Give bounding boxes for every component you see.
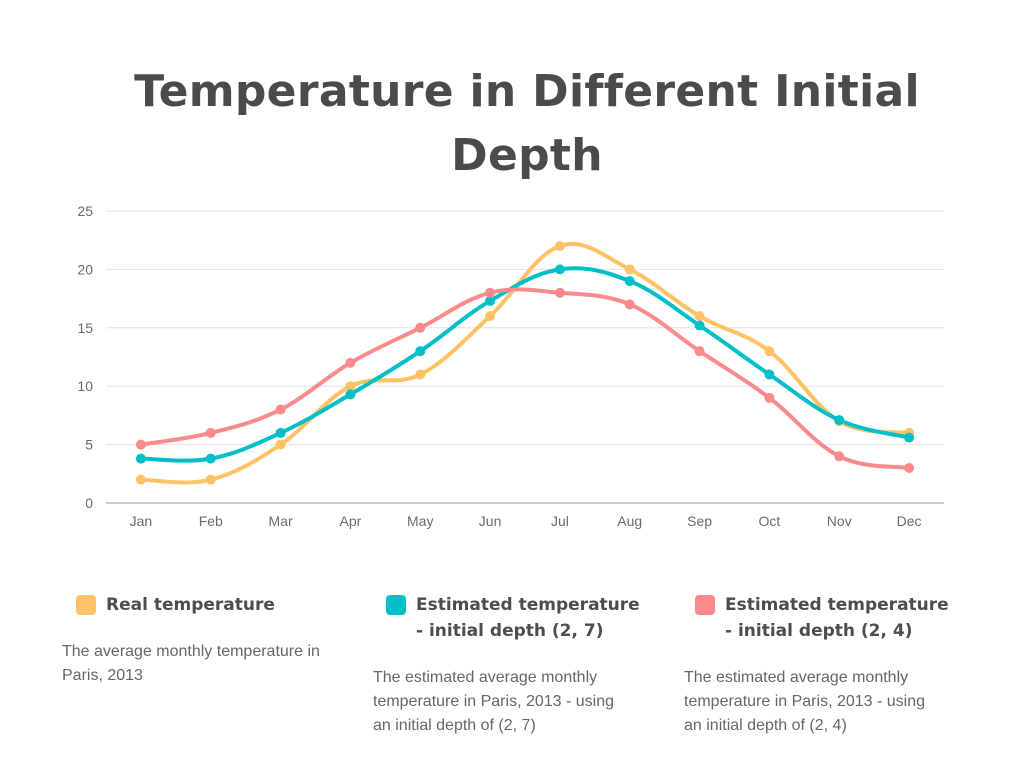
legend-real: Real temperature The average monthly tem… xyxy=(62,592,346,688)
data-point-est27 xyxy=(205,453,216,464)
y-tick-label: 15 xyxy=(77,320,93,336)
x-tick-label: Jun xyxy=(479,513,502,529)
data-point-real xyxy=(345,381,356,392)
data-point-real xyxy=(485,311,496,322)
series-lines xyxy=(138,242,912,485)
y-tick-label: 5 xyxy=(85,437,93,453)
data-point-est24 xyxy=(415,322,426,333)
data-point-est24 xyxy=(904,462,915,473)
data-point-est27 xyxy=(764,369,775,380)
grid-lines xyxy=(106,210,944,504)
series-line-est27 xyxy=(138,266,912,463)
data-point-est24 xyxy=(624,299,635,310)
legend-swatch-est24 xyxy=(695,595,715,615)
data-point-real xyxy=(554,241,565,252)
data-point-est27 xyxy=(694,320,705,331)
data-point-est27 xyxy=(624,276,635,287)
x-tick-label: Sep xyxy=(687,513,712,529)
x-tick-label: Oct xyxy=(759,513,781,529)
y-tick-label: 10 xyxy=(77,378,93,394)
y-tick-label: 0 xyxy=(85,495,93,511)
x-tick-label: Jan xyxy=(130,513,153,529)
legend-description-real: The average monthly temperature in Paris… xyxy=(62,643,320,684)
data-point-real xyxy=(275,439,286,450)
data-point-est27 xyxy=(834,415,845,426)
data-point-est24 xyxy=(205,427,216,438)
data-point-est24 xyxy=(694,346,705,357)
data-point-est27 xyxy=(345,389,356,400)
data-point-est27 xyxy=(554,264,565,275)
data-point-real xyxy=(135,474,146,485)
legend-description-est27: The estimated average monthly temperatur… xyxy=(373,669,615,734)
y-axis-ticks: 0 5 10 15 20 25 xyxy=(77,203,93,511)
legend-name-est24: Estimated temperature - initial depth (2… xyxy=(725,595,949,641)
data-point-real xyxy=(694,311,705,322)
legend-est24: Estimated temperature - initial depth (2… xyxy=(684,592,965,738)
data-point-est24 xyxy=(764,392,775,403)
data-point-est24 xyxy=(554,287,565,298)
legend-name-real: Real temperature xyxy=(106,595,275,615)
data-point-est24 xyxy=(345,357,356,368)
data-point-est27 xyxy=(275,427,286,438)
y-tick-label: 25 xyxy=(77,203,93,219)
data-point-est24 xyxy=(834,451,845,462)
data-point-real xyxy=(415,369,426,380)
line-chart: 0 5 10 15 20 25 Jan Feb Mar Apr May Jun Jul Aug Sep Oc… xyxy=(77,203,944,529)
x-tick-label: Jul xyxy=(551,513,569,529)
data-point-est24 xyxy=(485,287,496,298)
legend-swatch-est27 xyxy=(386,595,406,615)
chart-title: Temperature in Different Initial Depth xyxy=(134,66,920,181)
legend-description-est24: The estimated average monthly temperatur… xyxy=(684,669,926,734)
data-point-est24 xyxy=(135,439,146,450)
legend-name-est27: Estimated temperature - initial depth (2… xyxy=(416,595,640,641)
legend-swatch-real xyxy=(76,595,96,615)
series-points xyxy=(135,241,915,485)
x-tick-label: Apr xyxy=(340,513,362,529)
x-tick-label: Mar xyxy=(269,513,293,529)
data-point-est27 xyxy=(485,295,496,306)
data-point-est27 xyxy=(415,346,426,357)
data-point-est27 xyxy=(135,453,146,464)
y-tick-label: 20 xyxy=(77,261,93,277)
x-axis-ticks: Jan Feb Mar Apr May Jun Jul Aug Sep Oct Nov Dec xyxy=(130,513,922,529)
series-line-est24 xyxy=(138,287,912,470)
x-tick-label: Feb xyxy=(199,513,223,529)
data-point-est24 xyxy=(275,404,286,415)
x-tick-label: Aug xyxy=(617,513,642,529)
data-point-real xyxy=(205,474,216,485)
legend-est27: Estimated temperature - initial depth (2… xyxy=(373,592,656,738)
data-point-real xyxy=(764,346,775,357)
data-point-real xyxy=(624,264,635,275)
data-point-est27 xyxy=(904,432,915,443)
x-tick-label: Dec xyxy=(897,513,922,529)
x-tick-label: May xyxy=(407,513,433,529)
x-tick-label: Nov xyxy=(827,513,852,529)
